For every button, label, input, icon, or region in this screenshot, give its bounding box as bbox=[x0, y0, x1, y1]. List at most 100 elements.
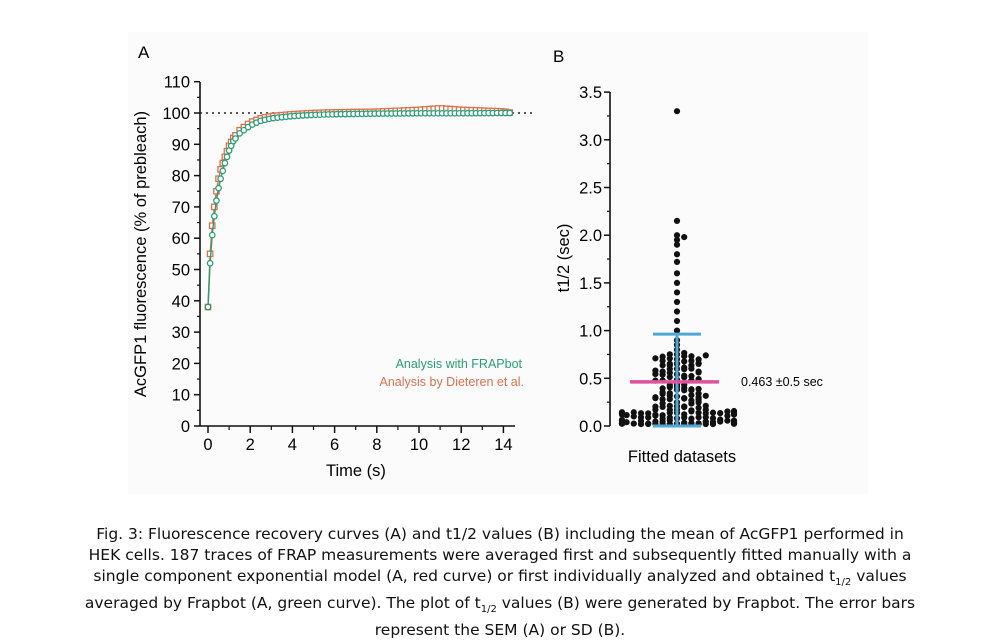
x-tick-label: 6 bbox=[330, 436, 339, 454]
data-point bbox=[688, 407, 695, 414]
y-tick-label: 100 bbox=[162, 105, 190, 123]
data-point bbox=[730, 411, 738, 418]
data-point bbox=[204, 303, 212, 311]
caption-line: Fig. 3: Fluorescence recovery curves (A)… bbox=[96, 525, 904, 543]
data-point bbox=[730, 419, 738, 426]
panel-a-y-ticks: 0 10 20 30 40 50 60 70 80 90 100 110 bbox=[162, 74, 200, 436]
data-point bbox=[652, 403, 659, 410]
data-point bbox=[659, 389, 666, 396]
data-point bbox=[213, 197, 220, 204]
data-point bbox=[666, 382, 673, 389]
data-point bbox=[618, 410, 626, 417]
data-point bbox=[210, 203, 218, 211]
y-tick-label: 60 bbox=[172, 230, 190, 248]
data-point bbox=[217, 175, 225, 183]
y-tick-label: 80 bbox=[172, 168, 190, 186]
data-point bbox=[702, 420, 709, 428]
y-tick-label: 10 bbox=[172, 387, 190, 405]
data-point bbox=[206, 259, 214, 267]
data-point bbox=[702, 402, 709, 409]
data-point bbox=[637, 414, 645, 421]
data-point bbox=[659, 357, 666, 364]
caption-text: single component exponential model (A, r… bbox=[93, 567, 836, 585]
y-tick-label: 90 bbox=[172, 136, 190, 154]
y-tick-label: 2.5 bbox=[579, 180, 602, 198]
data-point bbox=[236, 129, 243, 137]
data-point bbox=[673, 251, 681, 258]
data-point bbox=[702, 352, 709, 359]
data-point bbox=[659, 415, 666, 422]
panel-b-y-label: t1/2 (sec) bbox=[555, 224, 573, 293]
y-tick-label: 40 bbox=[172, 293, 190, 311]
data-point bbox=[681, 414, 688, 421]
y-tick-label: 30 bbox=[172, 324, 190, 342]
data-point bbox=[618, 420, 626, 427]
data-point bbox=[724, 408, 731, 415]
y-tick-label: 3.5 bbox=[579, 84, 602, 102]
data-point bbox=[673, 327, 681, 334]
y-tick-label: 0.0 bbox=[579, 418, 602, 436]
data-point bbox=[659, 403, 666, 411]
data-point bbox=[681, 404, 688, 411]
data-point bbox=[717, 410, 724, 417]
caption-line: single component exponential model (A, r… bbox=[20, 566, 980, 593]
data-point bbox=[681, 366, 688, 373]
data-point bbox=[709, 420, 717, 428]
data-point bbox=[673, 232, 681, 239]
data-point bbox=[666, 414, 673, 421]
data-point bbox=[673, 289, 681, 296]
data-point bbox=[232, 135, 239, 142]
panel-b: B 0.0 0.5 1.0 1.5 2.0 2.5 3.0 3.5 0.463 ±0.5 se… bbox=[553, 47, 823, 466]
data-point bbox=[666, 406, 673, 414]
data-point bbox=[240, 126, 248, 134]
data-point bbox=[688, 415, 695, 422]
y-tick-label: 0.5 bbox=[579, 370, 602, 388]
data-point bbox=[724, 412, 731, 419]
data-point bbox=[673, 317, 681, 325]
caption-subscript: 1/2 bbox=[480, 604, 497, 616]
y-tick-label: 20 bbox=[172, 355, 190, 373]
data-point bbox=[695, 409, 702, 416]
data-point bbox=[695, 368, 702, 375]
panel-a-letter: A bbox=[138, 43, 150, 62]
data-point bbox=[673, 241, 681, 248]
data-point bbox=[630, 420, 637, 427]
y-tick-label: 3.0 bbox=[579, 132, 602, 150]
x-tick-label: 2 bbox=[246, 436, 255, 454]
data-point bbox=[681, 372, 688, 379]
caption-line: HEK cells. 187 traces of FRAP measuremen… bbox=[88, 546, 912, 564]
data-point bbox=[223, 153, 231, 161]
data-point bbox=[673, 217, 681, 224]
data-point bbox=[673, 298, 681, 306]
data-point bbox=[666, 351, 673, 358]
data-point bbox=[681, 387, 688, 394]
data-point bbox=[652, 412, 659, 419]
data-point bbox=[666, 360, 673, 367]
data-point bbox=[208, 231, 216, 239]
caption-text: values (B) were generated by Frapbot. Th… bbox=[496, 594, 916, 613]
x-tick-label: 4 bbox=[288, 436, 297, 454]
x-tick-label: 10 bbox=[410, 436, 428, 454]
data-point bbox=[506, 109, 514, 117]
data-point bbox=[652, 395, 659, 402]
data-point bbox=[688, 353, 695, 360]
data-point bbox=[695, 390, 702, 397]
data-point bbox=[695, 404, 702, 411]
data-point bbox=[695, 414, 702, 421]
data-point bbox=[219, 167, 227, 175]
data-point bbox=[688, 387, 695, 394]
data-point bbox=[659, 362, 666, 369]
panel-b-letter: B bbox=[553, 47, 564, 66]
caption-text: averaged by Frapbot (A, green curve). Th… bbox=[84, 594, 481, 613]
data-point bbox=[637, 420, 645, 428]
y-tick-label: 0 bbox=[181, 418, 190, 436]
data-point bbox=[645, 420, 652, 428]
data-point bbox=[673, 108, 681, 115]
data-point bbox=[688, 372, 695, 380]
data-point bbox=[673, 236, 681, 244]
data-point bbox=[630, 413, 637, 420]
data-point bbox=[652, 367, 659, 374]
y-tick-label: 2.0 bbox=[579, 227, 602, 245]
